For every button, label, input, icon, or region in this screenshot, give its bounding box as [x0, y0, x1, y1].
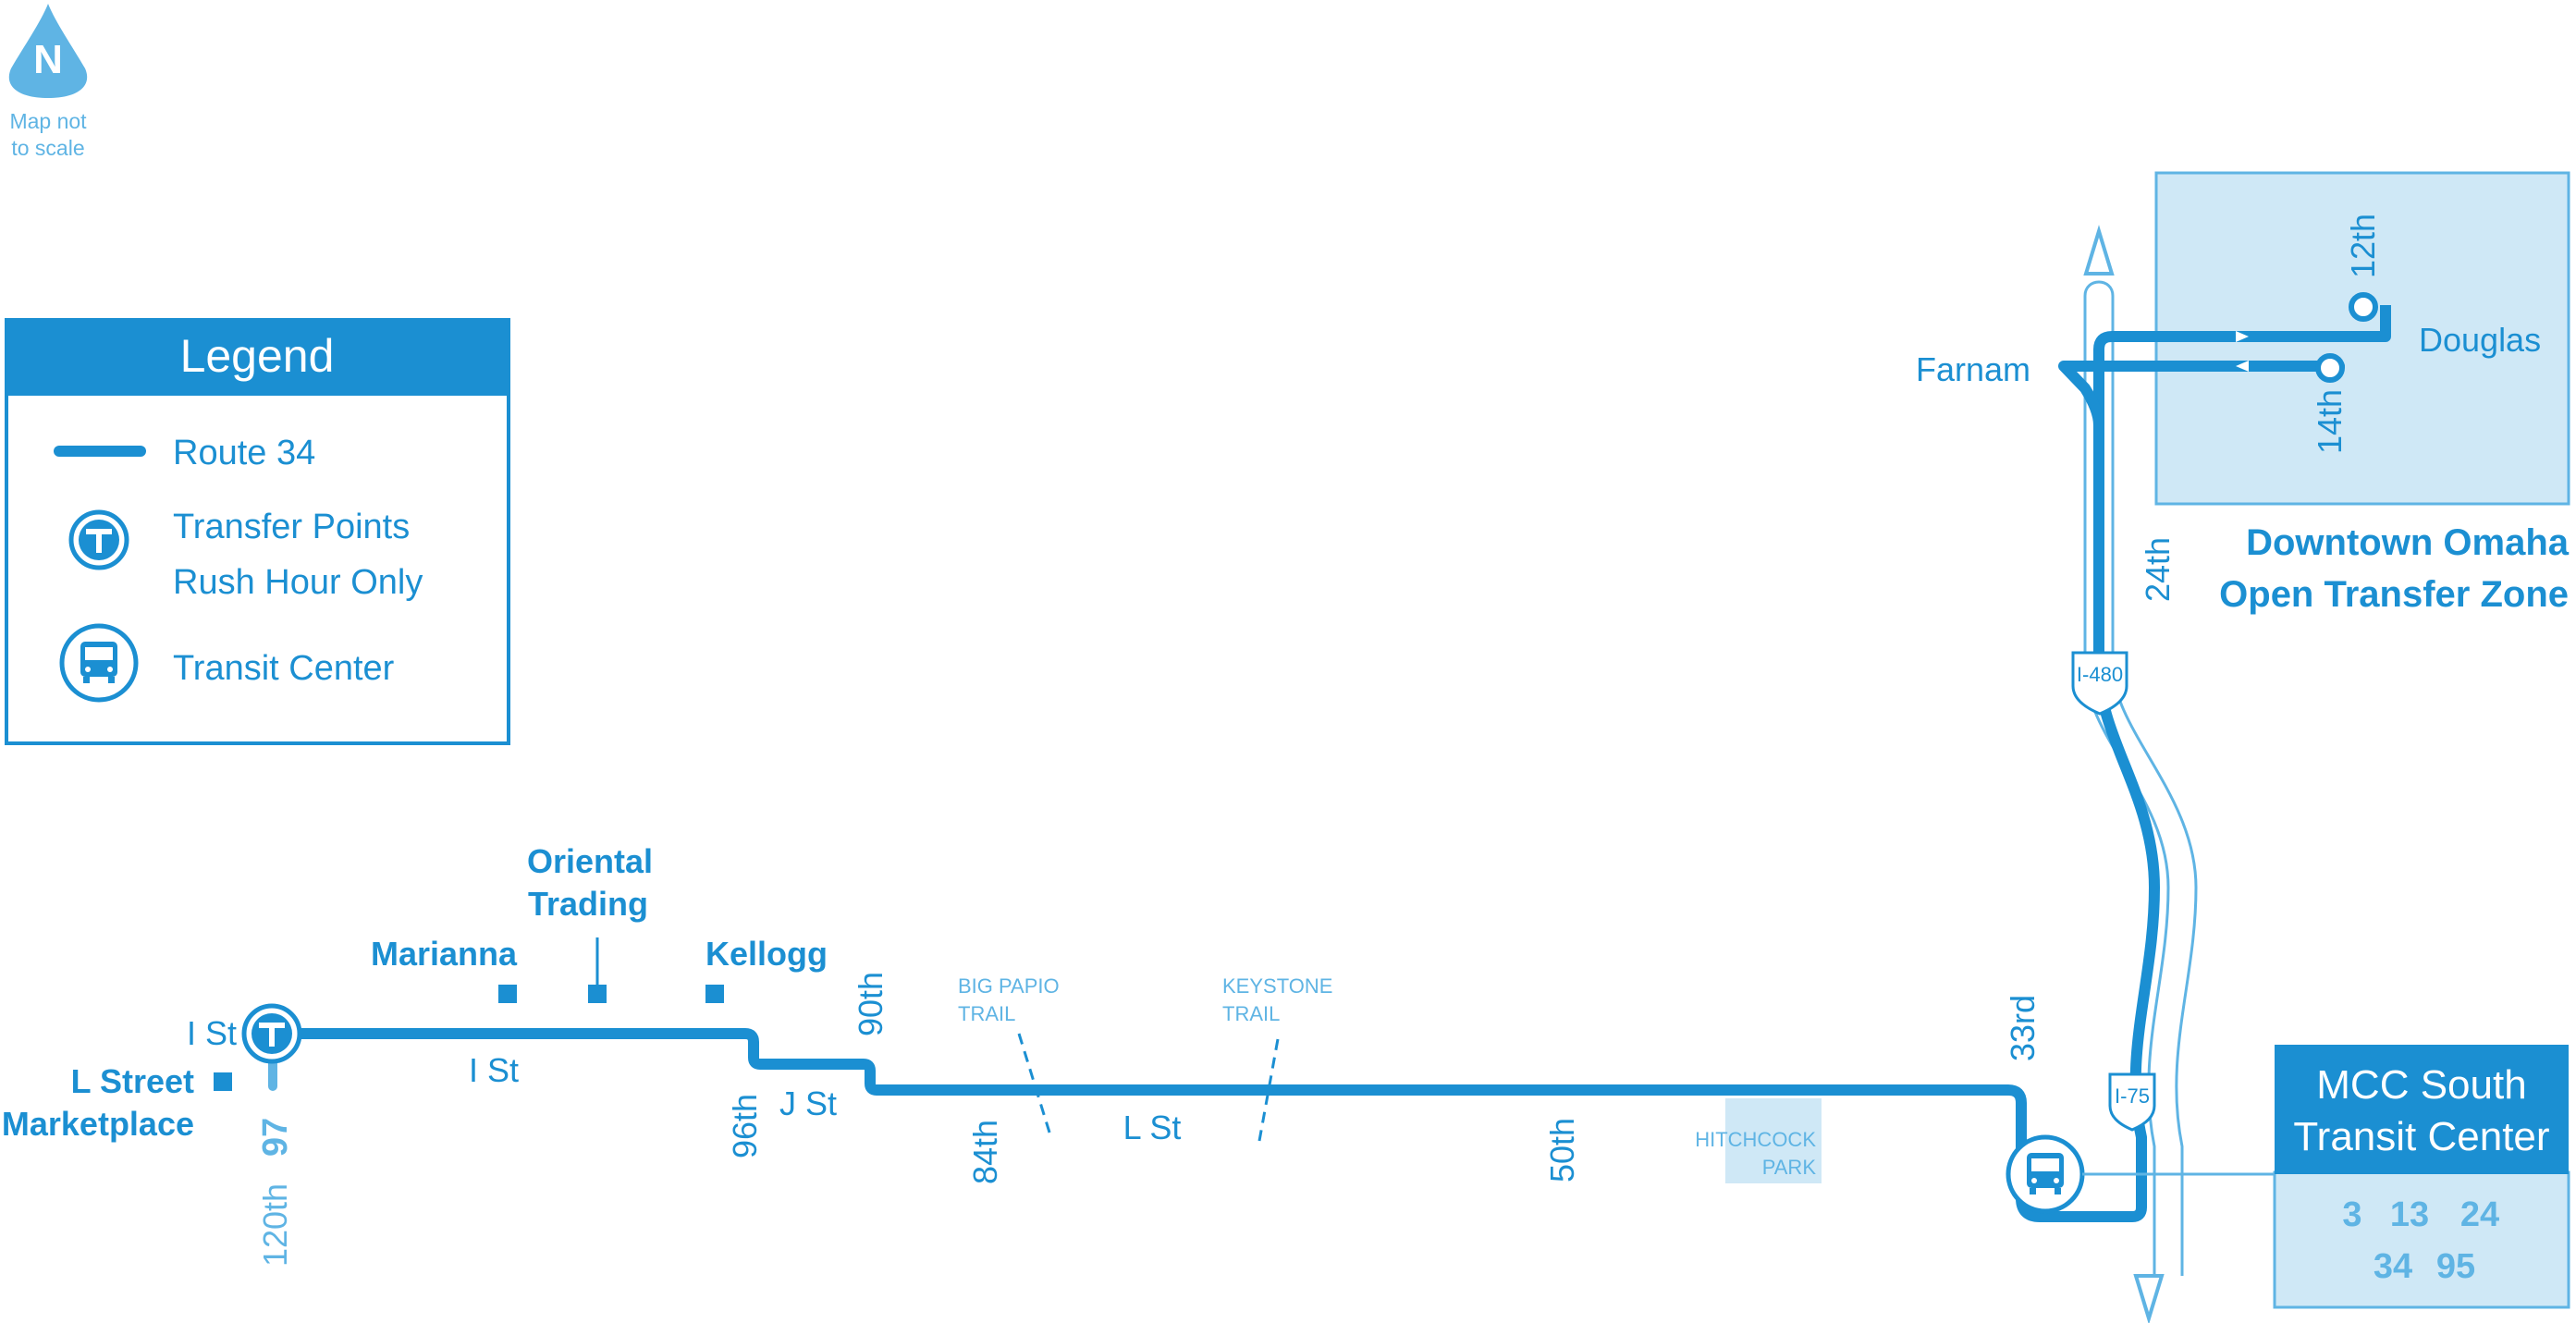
south-direction-arrow-icon	[2133, 1274, 2165, 1323]
route-direction-east-icon	[2236, 331, 2249, 342]
street-i-st: I St	[469, 1051, 519, 1089]
big-papio-trail-label-2: TRAIL	[958, 1002, 1015, 1025]
legend-header	[6, 320, 509, 396]
north-letter: N	[33, 37, 63, 82]
map-scale-note-2: to scale	[11, 136, 84, 160]
stop-l-street-label: L Street	[71, 1062, 194, 1100]
stop-oriental-label-2: Trading	[528, 885, 648, 923]
stop-l-street-label-2: Marketplace	[2, 1105, 194, 1143]
stops: Marianna Oriental Trading Kellogg L Stre…	[2, 842, 828, 1143]
route-34-inbound	[2058, 361, 2345, 435]
keystone-trail-label: KEYSTONE	[1222, 974, 1332, 998]
transit-center-title-2: Transit Center	[2293, 1114, 2549, 1159]
stop-oriental-trading[interactable]	[588, 985, 607, 1003]
street-farnam: Farnam	[1916, 350, 2030, 388]
transit-route-3: 3	[2342, 1195, 2361, 1234]
north-arrow: N Map not to scale	[8, 4, 88, 160]
i480-label: I-480	[2077, 663, 2123, 686]
route-97-label: 97	[256, 1118, 295, 1157]
transit-route-34: 34	[2374, 1247, 2412, 1286]
stop-oriental-label: Oriental	[527, 842, 653, 880]
legend-route-label: Route 34	[173, 434, 315, 472]
route-34-line	[264, 305, 2391, 1222]
park-label: HITCHCOCK	[1695, 1128, 1816, 1151]
stop-kellogg[interactable]	[705, 985, 724, 1003]
street-12th: 12th	[2344, 214, 2382, 278]
i480-shield: I-480	[2071, 651, 2128, 716]
bus-icon	[59, 623, 139, 703]
transit-center-header	[2275, 1045, 2569, 1174]
street-84th: 84th	[966, 1120, 1004, 1184]
terminal-14th-farnam	[2315, 353, 2345, 383]
north-direction-arrow-icon	[2083, 225, 2115, 276]
transit-route-95: 95	[2436, 1247, 2475, 1286]
i75-shield: I-75	[2108, 1072, 2156, 1132]
stop-marianna[interactable]	[498, 985, 517, 1003]
big-papio-trail-label: BIG PAPIO	[958, 974, 1060, 998]
hitchcock-park: HITCHCOCK PARK	[1695, 1098, 1822, 1183]
terminal-12th-douglas	[2349, 292, 2378, 322]
keystone-trail-label-2: TRAIL	[1222, 1002, 1280, 1025]
legend-transfer-label-2: Rush Hour Only	[173, 563, 423, 602]
downtown-zone-label-2: Open Transfer Zone	[2219, 574, 2569, 615]
street-douglas: Douglas	[2419, 321, 2541, 359]
transit-route-24: 24	[2460, 1195, 2499, 1234]
transit-route-13: 13	[2390, 1195, 2429, 1234]
park-area	[1725, 1098, 1822, 1183]
park-label-2: PARK	[1762, 1156, 1817, 1179]
legend-transit-label: Transit Center	[173, 649, 395, 688]
transfer-point-i-st-120th[interactable]	[241, 1003, 302, 1064]
legend-transfer-label: Transfer Points	[173, 508, 410, 546]
map-scale-note: Map not	[9, 109, 87, 133]
transfer-point-icon	[68, 509, 129, 570]
mcc-south-transit-center: MCC South Transit Center 3 13 24 34 95	[2273, 1045, 2570, 1309]
stop-l-street-marketplace[interactable]	[214, 1072, 232, 1091]
street-labels: I St I St J St L St Farnam Douglas 97 12…	[187, 214, 2541, 1267]
stop-marianna-label: Marianna	[371, 935, 518, 973]
legend: Legend Route 34 Transfer Points Rush Hou…	[5, 318, 510, 745]
legend-title: Legend	[180, 330, 335, 382]
north-arrow-icon	[8, 4, 88, 98]
transit-center-bus-icon[interactable]	[2006, 1134, 2085, 1214]
stop-kellogg-label: Kellogg	[705, 935, 828, 973]
street-50th: 50th	[1543, 1118, 1581, 1182]
street-90th: 90th	[852, 972, 889, 1036]
transit-center-title: MCC South	[2316, 1062, 2526, 1108]
transit-center-routes-box	[2273, 1170, 2570, 1309]
route-direction-west-icon	[2236, 361, 2249, 372]
street-j-st: J St	[779, 1084, 837, 1122]
street-l-st: L St	[1123, 1109, 1182, 1146]
street-120th: 120th	[256, 1183, 294, 1267]
street-96th: 96th	[726, 1094, 764, 1158]
street-i-st-terminal: I St	[187, 1014, 237, 1052]
street-24th: 24th	[2139, 537, 2177, 602]
trails: BIG PAPIO TRAIL KEYSTONE TRAIL	[958, 974, 1332, 1142]
i75-label: I-75	[2115, 1084, 2150, 1108]
street-14th: 14th	[2311, 389, 2349, 454]
downtown-zone-label: Downtown Omaha	[2246, 522, 2570, 563]
street-33rd: 33rd	[2004, 995, 2042, 1061]
